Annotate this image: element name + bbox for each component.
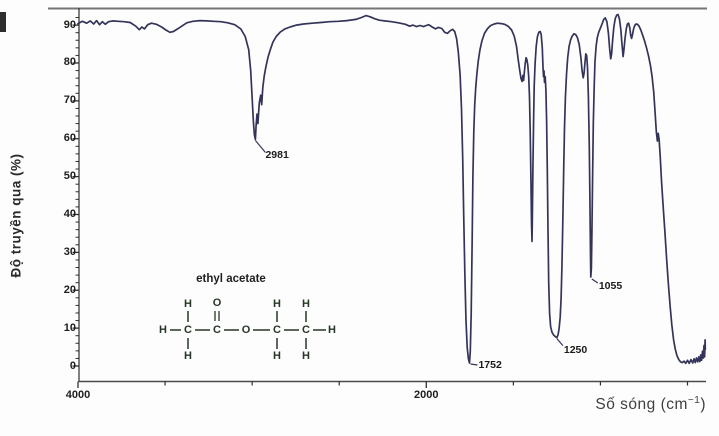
- x-axis-title: Số sóng (cm−1): [518, 395, 706, 414]
- peak-leader-line: [470, 363, 478, 366]
- x-tick-label: 2000: [414, 389, 439, 401]
- y-tick-label: 80: [63, 56, 76, 69]
- structure-atom-H: H: [159, 324, 167, 336]
- structure-atom-H: H: [273, 350, 281, 362]
- structure-atom-H: H: [184, 350, 192, 362]
- peak-label-1752: 1752: [478, 358, 502, 371]
- x-tick-label: 4000: [65, 389, 91, 401]
- structure-atom-H: H: [273, 298, 281, 310]
- peak-label-1250: 1250: [563, 343, 588, 356]
- y-tick-label: 70: [63, 94, 76, 107]
- peak-label-1055: 1055: [598, 279, 623, 292]
- scan-edge-artifact: [0, 12, 6, 32]
- structure-atom-H: H: [302, 350, 310, 362]
- y-tick-label: 90: [63, 18, 76, 31]
- structure-atom-C: C: [273, 324, 281, 336]
- y-tick-label: 10: [63, 321, 76, 334]
- y-tick-label: 30: [63, 245, 76, 258]
- molecule-name: ethyl acetate: [196, 273, 266, 285]
- y-tick-label: 50: [63, 170, 76, 183]
- structure-atom-H: H: [184, 298, 192, 310]
- y-tick-label: 20: [63, 283, 76, 296]
- structure-atom-C: C: [302, 324, 310, 336]
- peak-leader-line: [591, 278, 599, 284]
- peak-leader-line: [254, 140, 266, 153]
- x-axis-title-text: Số sóng (cm: [595, 396, 688, 413]
- peak-label-2981: 2981: [265, 149, 289, 162]
- y-tick-label: 0: [69, 359, 76, 372]
- structure-atom-H: H: [328, 324, 336, 336]
- structure-atom-C: C: [213, 324, 221, 336]
- spectrum-curve: [77, 13, 707, 365]
- y-axis-title: Độ truyền qua (%): [8, 153, 24, 278]
- x-axis-title-close: ): [700, 396, 706, 413]
- structure-atom-O: O: [213, 297, 222, 309]
- y-tick-label: 40: [63, 207, 76, 220]
- structure-atom-O: O: [242, 324, 251, 336]
- peak-leader-line: [556, 338, 564, 346]
- x-axis-title-superscript: −1: [687, 395, 701, 406]
- structure-atom-H: H: [302, 298, 310, 310]
- y-tick-label: 60: [63, 132, 76, 145]
- structure-atom-C: C: [184, 324, 192, 336]
